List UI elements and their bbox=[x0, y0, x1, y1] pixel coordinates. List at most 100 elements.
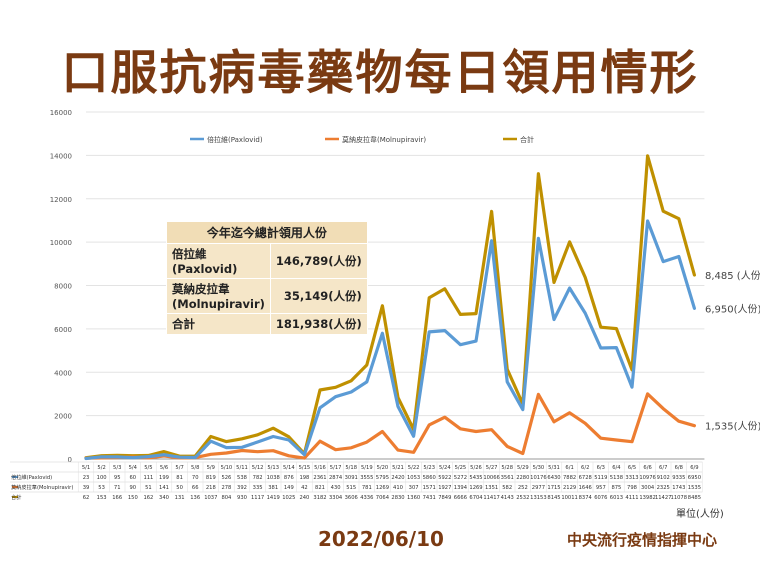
x-tick-label: 5/1 bbox=[82, 465, 90, 471]
table-cell: 9102 bbox=[657, 475, 670, 481]
summary-molnupiravir-value: 35,149(人份) bbox=[269, 278, 368, 314]
data-table: 5/1 5/2 5/3 5/4 5/5 5/6 5/7 5/8 5/9 5/10 5/11 5/12 5… bbox=[10, 461, 703, 501]
series-lines bbox=[84, 154, 697, 461]
summary-molnupiravir-name: 莫納皮拉韋 (Molnupiravir) bbox=[166, 278, 271, 314]
end-label: 8,485 (人份) bbox=[705, 270, 760, 282]
page-title: 口服抗病毒藥物每日領用情形 bbox=[61, 46, 699, 101]
table-cell: 5860 bbox=[423, 475, 436, 481]
table-cell: 6728 bbox=[579, 475, 592, 481]
table-cell: 150 bbox=[128, 495, 138, 501]
x-tick-label: 5/15 bbox=[299, 465, 311, 471]
y-tick-label: 10000 bbox=[50, 239, 72, 247]
table-cell: 3304 bbox=[329, 495, 343, 501]
y-tick-label: 2000 bbox=[54, 413, 72, 421]
table-cell: 1571 bbox=[423, 485, 436, 491]
table-row-label: 莫納皮拉韋(Molnupiravir) bbox=[11, 483, 73, 491]
table-cell: 804 bbox=[221, 495, 232, 501]
table-cell: 821 bbox=[315, 485, 325, 491]
table-cell: 1269 bbox=[376, 485, 389, 491]
x-tick-label: 5/22 bbox=[408, 465, 420, 471]
table-cell: 10066 bbox=[483, 475, 500, 481]
table-cell: 13153 bbox=[530, 495, 547, 501]
table-cell: 1025 bbox=[282, 495, 295, 501]
table-cell: 10011 bbox=[561, 495, 578, 501]
x-tick-label: 5/6 bbox=[160, 465, 168, 471]
x-tick-label: 5/19 bbox=[361, 465, 373, 471]
table-cell: 218 bbox=[206, 485, 216, 491]
table-cell: 278 bbox=[221, 485, 231, 491]
legend-entry: 莫納皮拉韋(Molnupiravir) bbox=[342, 135, 426, 144]
table-cell: 90 bbox=[129, 485, 136, 491]
table-cell: 6076 bbox=[594, 495, 607, 501]
table-cell: 6704 bbox=[469, 495, 483, 501]
x-tick-label: 5/30 bbox=[533, 465, 545, 471]
table-cell: 1351 bbox=[485, 485, 498, 491]
summary-header: 今年迄今總計領用人份 bbox=[166, 221, 368, 244]
table-cell: 5138 bbox=[610, 475, 623, 481]
table-cell: 153 bbox=[97, 495, 107, 501]
table-cell: 95 bbox=[114, 475, 121, 481]
table-cell: 2830 bbox=[391, 495, 404, 501]
table-cell: 10976 bbox=[639, 475, 656, 481]
summary-paxlovid-value: 146,789(人份) bbox=[269, 243, 368, 279]
table-cell: 13982 bbox=[639, 495, 656, 501]
table-cell: 781 bbox=[362, 485, 372, 491]
table-cell: 3313 bbox=[625, 475, 638, 481]
table-cell: 7849 bbox=[438, 495, 451, 501]
table-cell: 7064 bbox=[376, 495, 390, 501]
table-row-label: 合計 bbox=[11, 493, 21, 501]
x-tick-label: 6/9 bbox=[690, 465, 698, 471]
y-tick-label: 4000 bbox=[54, 369, 72, 377]
table-cell: 10176 bbox=[530, 475, 547, 481]
x-tick-label: 5/24 bbox=[439, 465, 451, 471]
table-cell: 141 bbox=[159, 485, 169, 491]
y-axis: 0 2000 4000 6000 8000 10000 12000 14000 16000 bbox=[50, 109, 72, 464]
table-cell: 515 bbox=[346, 485, 356, 491]
x-tick-label: 5/14 bbox=[283, 465, 295, 471]
end-label: 1,535(人份) bbox=[705, 421, 760, 433]
table-cell: 1715 bbox=[547, 485, 560, 491]
table-cell: 1927 bbox=[438, 485, 451, 491]
table-cell: 162 bbox=[143, 495, 153, 501]
table-cell: 136 bbox=[190, 495, 200, 501]
table-cell: 111 bbox=[143, 475, 153, 481]
table-cell: 6013 bbox=[610, 495, 623, 501]
table-cell: 1743 bbox=[672, 485, 685, 491]
table-cell: 1053 bbox=[407, 475, 420, 481]
table-cell: 2129 bbox=[563, 485, 576, 491]
y-tick-label: 8000 bbox=[54, 283, 72, 291]
table-cell: 340 bbox=[159, 495, 169, 501]
table-cell: 3091 bbox=[345, 475, 358, 481]
x-tick-label: 5/8 bbox=[191, 465, 199, 471]
table-cell: 5795 bbox=[376, 475, 389, 481]
table-cell: 1117 bbox=[251, 495, 264, 501]
table-cell: 930 bbox=[237, 495, 247, 501]
table-cell: 582 bbox=[502, 485, 512, 491]
table-cell: 2325 bbox=[657, 485, 670, 491]
table-cell: 798 bbox=[627, 485, 637, 491]
y-tick-label: 14000 bbox=[50, 152, 72, 160]
table-cell: 6430 bbox=[547, 475, 560, 481]
x-tick-label: 5/18 bbox=[345, 465, 357, 471]
table-cell: 60 bbox=[129, 475, 136, 481]
x-tick-label: 6/7 bbox=[659, 465, 667, 471]
table-cell: 8485 bbox=[688, 495, 701, 501]
table-cell: 2420 bbox=[391, 475, 404, 481]
table-cell: 6666 bbox=[454, 495, 467, 501]
x-tick-label: 5/23 bbox=[423, 465, 435, 471]
x-tick-label: 5/12 bbox=[252, 465, 264, 471]
x-tick-label: 5/5 bbox=[144, 465, 152, 471]
x-tick-label: 5/7 bbox=[175, 465, 183, 471]
y-tick-label: 16000 bbox=[50, 109, 72, 117]
table-cell: 307 bbox=[409, 485, 419, 491]
table-cell: 782 bbox=[253, 475, 263, 481]
end-label: 6,950(人份) bbox=[705, 303, 760, 315]
table-cell: 50 bbox=[176, 485, 183, 491]
x-tick-label: 5/10 bbox=[221, 465, 233, 471]
y-tick-label: 6000 bbox=[54, 326, 72, 334]
x-tick-label: 6/6 bbox=[643, 465, 651, 471]
table-cell: 2280 bbox=[516, 475, 529, 481]
table-cell: 53 bbox=[98, 485, 105, 491]
x-tick-label: 6/4 bbox=[612, 465, 621, 471]
